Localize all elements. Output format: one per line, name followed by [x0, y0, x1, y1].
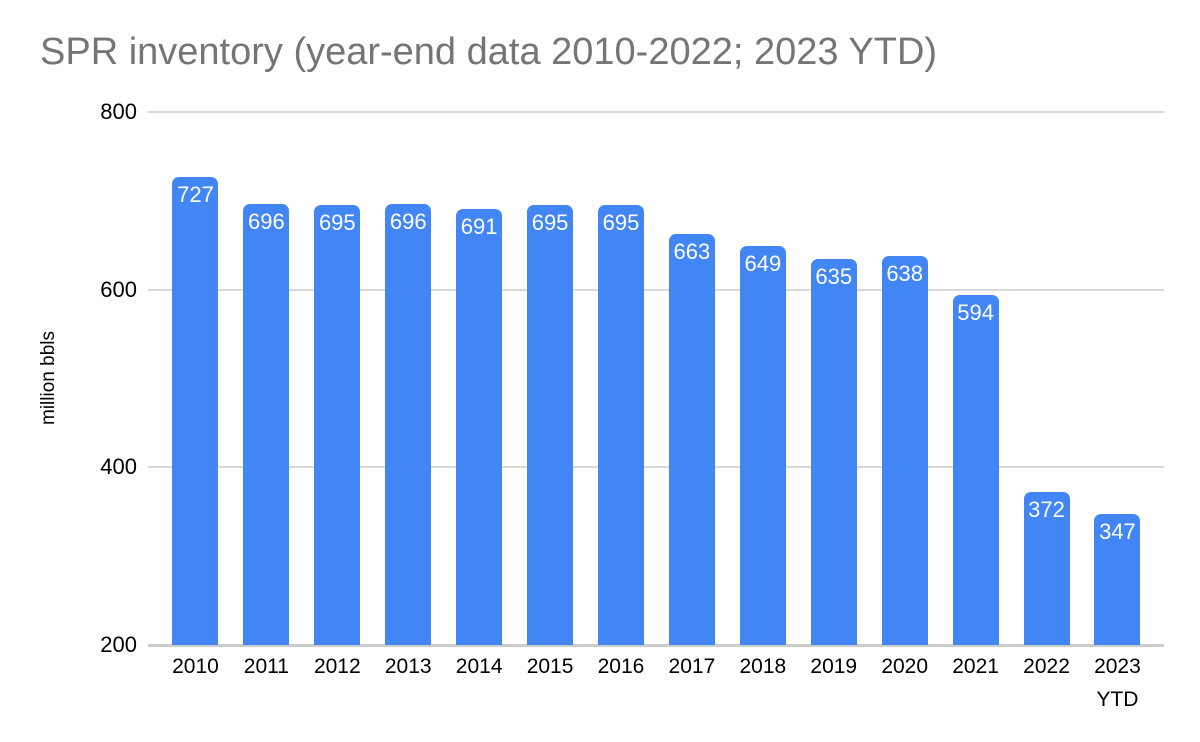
x-axis-label-2012: 2012: [313, 655, 361, 678]
x-axis-label-2013: 2013: [384, 655, 432, 678]
bar-2013: 696: [385, 204, 432, 645]
bar-group-2012: 695: [302, 205, 373, 645]
x-axis-label-2011: 2011: [243, 655, 289, 678]
y-axis-tick-600: 600: [100, 276, 137, 302]
bar-value-label-2018: 649: [744, 251, 782, 277]
bar-group-2019: 635: [798, 258, 869, 645]
bar-2012: 695: [314, 205, 361, 645]
bar-group-2018: 649: [727, 246, 798, 645]
bar-group-2023: 347: [1082, 514, 1153, 645]
bar-value-label-2017: 663: [673, 238, 711, 264]
bar-2021: 594: [952, 295, 999, 645]
bar-2018: 649: [739, 246, 786, 645]
x-axis-label-2014: 2014: [455, 655, 503, 678]
bar-group-2022: 372: [1011, 492, 1082, 645]
bar-2019: 635: [810, 258, 857, 645]
bar-2011: 696: [243, 204, 290, 645]
y-axis-title: million bbls: [38, 331, 59, 425]
x-axis-label-2019: 2019: [810, 655, 858, 678]
bar-group-2017: 663: [656, 233, 727, 645]
bar-value-label-2015: 695: [531, 210, 569, 236]
bars-row: 727 696 695 696 691 695 695 663 649 635 638 594 372 3…: [148, 112, 1164, 645]
bar-group-2015: 695: [515, 205, 586, 645]
y-axis-tick-400: 400: [100, 454, 137, 480]
x-axis-label-2017: 2017: [668, 655, 716, 678]
bar-2015: 695: [527, 205, 574, 645]
bar-value-label-2016: 695: [602, 210, 640, 236]
gridline-600: [148, 288, 1164, 291]
gridline-800: [148, 111, 1164, 113]
x-axis-label-2023: 2023 YTD: [1094, 655, 1141, 711]
bar-value-label-2022: 372: [1028, 497, 1065, 523]
bar-2016: 695: [597, 205, 644, 645]
bar-value-label-2010: 727: [177, 181, 214, 207]
bar-value-label-2014: 691: [460, 213, 498, 239]
bar-value-label-2019: 635: [815, 263, 853, 289]
x-axis-label-2021: 2021: [952, 655, 999, 678]
gridline-400: [148, 466, 1164, 469]
x-axis-label-2018: 2018: [739, 655, 787, 678]
x-axis-label-2022: 2022: [1023, 655, 1070, 678]
bar-2020: 638: [881, 255, 928, 645]
x-axis-label-2015: 2015: [526, 655, 574, 678]
y-axis-tick-800: 800: [100, 99, 137, 124]
gridline-200: [148, 644, 1164, 647]
bar-group-2011: 696: [231, 204, 302, 645]
bar-group-2014: 691: [444, 208, 515, 645]
bar-2023: 347: [1094, 514, 1141, 645]
bar-group-2016: 695: [586, 205, 657, 645]
bar-group-2013: 696: [373, 204, 444, 645]
bar-value-label-2012: 695: [318, 210, 356, 236]
bar-value-label-2021: 594: [957, 300, 994, 325]
x-axis-labels: 2010 2011 2012 2013 2014 2015 2016 2017 2018 2019…: [148, 650, 1164, 716]
bar-2010: 727: [172, 176, 219, 645]
bar-value-label-2011: 696: [248, 209, 285, 235]
y-axis-tick-200: 200: [100, 632, 137, 657]
bar-group-2020: 638: [869, 255, 940, 645]
plot-area: 727 696 695 696 691 695 695 663 649 635 638 594 372 3…: [148, 111, 1164, 647]
bar-value-label-2023: 347: [1099, 519, 1136, 545]
bar-value-label-2020: 638: [886, 260, 924, 286]
bar-2017: 663: [668, 233, 715, 645]
chart-title: SPR inventory (year-end data 2010-2022; …: [40, 31, 938, 73]
bar-2014: 691: [456, 208, 503, 645]
x-axis-label-2010: 2010: [172, 655, 219, 678]
bar-group-2021: 594: [940, 295, 1011, 645]
bar-2022: 372: [1023, 492, 1070, 645]
bar-group-2010: 727: [160, 176, 231, 645]
bar-value-label-2013: 696: [389, 209, 427, 235]
x-axis-label-2020: 2020: [881, 655, 929, 678]
x-axis-label-2016: 2016: [597, 655, 645, 678]
